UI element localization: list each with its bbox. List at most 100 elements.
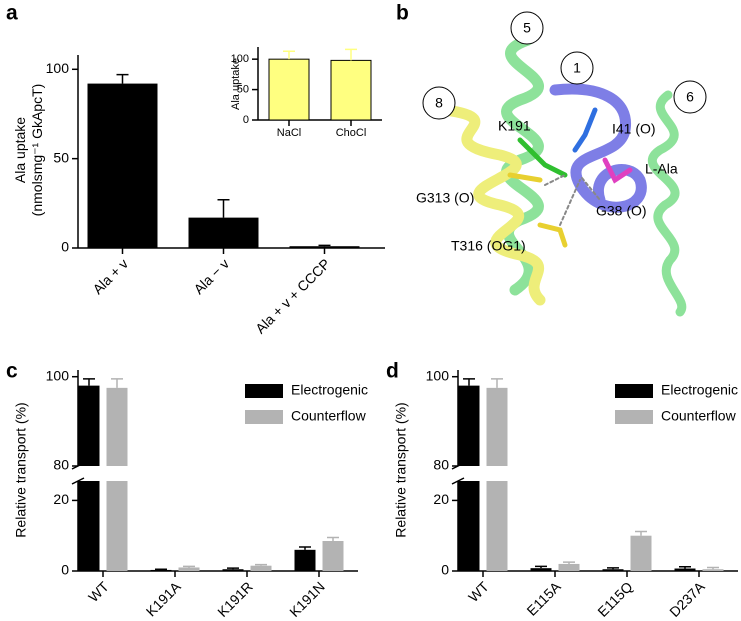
y-axis-label: Ala uptake xyxy=(12,117,28,183)
helix-number: 6 xyxy=(686,89,694,105)
x-tick-label: K191N xyxy=(286,578,328,620)
y-tick-label: 0 xyxy=(61,239,69,255)
x-tick-label: K191A xyxy=(143,578,185,620)
error-bar xyxy=(183,565,195,568)
panel-label: b xyxy=(396,2,409,25)
bar xyxy=(78,481,100,571)
axis-break xyxy=(451,477,465,485)
panel-label: a xyxy=(6,2,18,25)
legend-swatch xyxy=(245,410,283,424)
error-bar xyxy=(563,561,575,564)
error-bar xyxy=(635,530,647,536)
legend-swatch xyxy=(615,384,653,398)
y-tick-label: 50 xyxy=(53,149,69,165)
x-tick-label: E115Q xyxy=(594,578,635,619)
helix-number: 5 xyxy=(523,20,531,36)
error-bar xyxy=(491,378,503,388)
x-tick-label: ChoCl xyxy=(336,127,367,139)
y-tick-label: 100 xyxy=(46,367,70,383)
bar xyxy=(458,481,480,571)
error-bar xyxy=(83,378,95,386)
x-tick-label: WT xyxy=(85,578,112,605)
helix xyxy=(439,104,546,306)
ligand xyxy=(602,157,633,184)
bar xyxy=(106,387,128,466)
y-tick-label: 0 xyxy=(243,114,249,126)
error-bar xyxy=(463,378,475,386)
helix xyxy=(549,83,647,213)
residue-label: L-Ala xyxy=(645,161,678,177)
bar xyxy=(458,385,480,466)
bar xyxy=(330,59,372,121)
y-tick-label: 20 xyxy=(433,491,449,507)
bar xyxy=(188,217,259,248)
y-tick-label: 80 xyxy=(433,457,449,473)
legend-label: Counterflow xyxy=(661,408,737,424)
helix-number: 8 xyxy=(435,95,443,111)
sidechain xyxy=(517,137,568,178)
x-tick-label: E115A xyxy=(523,578,564,619)
axis-break xyxy=(71,477,85,485)
panel-label: d xyxy=(386,360,399,383)
bar xyxy=(106,481,128,571)
residue-label: G38 (O) xyxy=(596,203,647,219)
sidechain xyxy=(572,107,598,153)
error-bar xyxy=(327,536,339,541)
error-bar xyxy=(217,199,230,218)
y-tick-label: 0 xyxy=(61,562,69,578)
bar xyxy=(674,568,696,571)
bar xyxy=(530,568,552,571)
helix-badge xyxy=(673,80,707,114)
x-tick-label: D237A xyxy=(666,578,708,620)
legend-swatch xyxy=(245,384,283,398)
error-bar xyxy=(345,48,357,61)
x-tick-label: WT xyxy=(465,578,492,605)
sidechain xyxy=(507,172,543,183)
y-axis-label: (nmolsmg⁻¹ GkApcT) xyxy=(29,84,45,217)
error-bar xyxy=(707,566,719,570)
error-bar xyxy=(318,244,331,247)
sidechain xyxy=(537,222,568,248)
residue-label: T316 (OG1) xyxy=(451,238,526,254)
x-tick-label: K191R xyxy=(214,578,256,620)
x-tick-label: NaCl xyxy=(277,127,301,139)
y-axis-label: Relative transport (%) xyxy=(13,402,29,537)
legend-swatch xyxy=(615,410,653,424)
bar xyxy=(289,246,360,248)
error-bar xyxy=(283,50,295,60)
y-tick-label: 100 xyxy=(46,60,70,76)
legend-label: Electrogenic xyxy=(661,382,738,398)
residue-label: G313 (O) xyxy=(416,190,474,206)
bar xyxy=(78,385,100,466)
x-tick-label: Ala + v + CCCP xyxy=(252,255,333,336)
residue-label: I41 (O) xyxy=(612,121,656,137)
bar xyxy=(87,83,158,248)
error-bar xyxy=(607,567,619,570)
y-tick-label: 20 xyxy=(53,491,69,507)
error-bar xyxy=(255,563,267,566)
y-tick-label: 80 xyxy=(53,457,69,473)
error-bar xyxy=(299,546,311,550)
bar xyxy=(294,549,316,571)
y-tick-label: 100 xyxy=(231,53,249,65)
bar xyxy=(250,565,272,571)
error-bar xyxy=(679,566,691,569)
legend-label: Electrogenic xyxy=(291,382,368,398)
bar xyxy=(322,541,344,571)
bar xyxy=(702,569,724,571)
y-axis-label: Ala uptake xyxy=(230,58,242,110)
bar xyxy=(486,481,508,571)
bar xyxy=(558,563,580,571)
error-bar xyxy=(535,565,547,569)
error-bar xyxy=(116,73,129,84)
error-bar xyxy=(111,378,123,388)
helix xyxy=(648,90,687,317)
bar xyxy=(268,58,310,121)
x-tick-label: Ala − v xyxy=(190,255,232,297)
bar xyxy=(150,569,172,571)
y-axis-label: Relative transport (%) xyxy=(393,402,409,537)
helix-badge xyxy=(560,51,594,85)
y-tick-label: 0 xyxy=(441,562,449,578)
h-bond xyxy=(544,174,601,226)
